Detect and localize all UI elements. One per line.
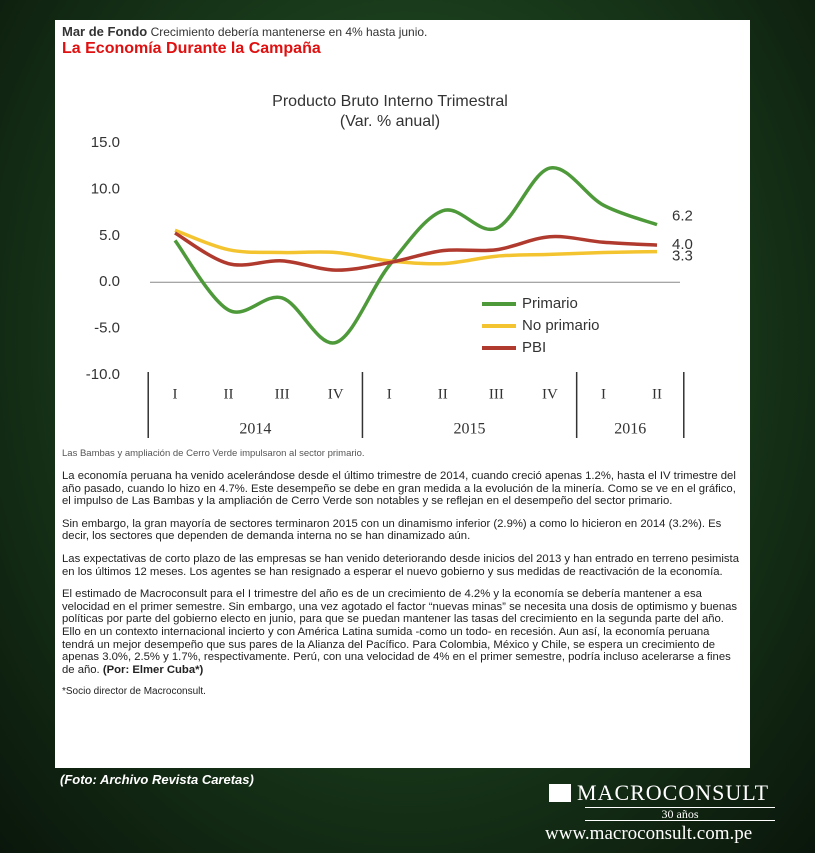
x-tick-label: II xyxy=(438,386,448,402)
subtitle: Crecimiento debería mantenerse en 4% has… xyxy=(150,25,428,39)
logo-url: www.macroconsult.com.pe xyxy=(545,823,753,844)
paragraph-text: El estimado de Macroconsult para el I tr… xyxy=(62,588,738,676)
chart-title: Producto Bruto Interno Trimestral xyxy=(272,93,508,110)
chart-subtitle: (Var. % anual) xyxy=(340,113,440,130)
chart-source: Las Bambas y ampliación de Cerro Verde i… xyxy=(62,448,365,459)
article: La economía peruana ha venido acelerándo… xyxy=(62,470,740,709)
x-tick-label: I xyxy=(387,386,392,402)
y-tick-label: 15.0 xyxy=(91,134,120,151)
paragraph: Las expectativas de corto plazo de las e… xyxy=(62,552,739,578)
paragraph: El estimado de Macroconsult para el I tr… xyxy=(62,588,740,676)
logo-name: MACROCONSULT xyxy=(545,780,805,806)
y-tick-label: -10.0 xyxy=(86,366,120,383)
footnote: *Socio director de Macroconsult. xyxy=(62,686,206,698)
x-tick-label: III xyxy=(275,386,290,402)
legend-label: PBI xyxy=(522,339,546,356)
value-label: 6.2 xyxy=(672,208,693,225)
paragraph: Sin embargo, la gran mayoría de sectores… xyxy=(62,517,722,543)
byline: (Por: Elmer Cuba*) xyxy=(102,663,204,676)
panel xyxy=(55,20,750,768)
paragraph: La economía peruana ha venido acelerándo… xyxy=(62,470,736,508)
x-tick-label: IV xyxy=(542,386,558,402)
logo: MACROCONSULT 30 años www.macroconsult.co… xyxy=(545,780,805,845)
logo-tagline: 30 años xyxy=(585,807,775,821)
line xyxy=(174,228,658,266)
y-tick-label: 0.0 xyxy=(99,273,120,290)
x-group-label: 2015 xyxy=(454,421,486,438)
section: Mar de Fondo xyxy=(62,24,148,39)
y-tick-label: 5.0 xyxy=(99,227,120,244)
x-tick-label: IV xyxy=(328,386,344,402)
y-tick-label: -5.0 xyxy=(94,320,120,337)
x-tick-label: II xyxy=(224,386,234,402)
line xyxy=(173,166,658,345)
value-label: 3.3 xyxy=(672,248,693,265)
value-label: 4.0 xyxy=(672,236,693,253)
x-tick-label: II xyxy=(652,386,662,402)
x-group-label: 2016 xyxy=(614,421,646,438)
x-tick-label: III xyxy=(489,386,504,402)
line xyxy=(174,231,658,272)
y-tick-label: 10.0 xyxy=(91,180,120,197)
header: Mar de Fondo Crecimiento debería mantene… xyxy=(62,24,427,39)
headline: La Economía Durante la Campaña xyxy=(62,40,321,57)
x-tick-label: I xyxy=(601,386,606,402)
legend-label: No primario xyxy=(522,317,600,334)
x-group-label: 2014 xyxy=(239,421,271,438)
legend-label: Primario xyxy=(522,295,578,312)
photo-caption: (Foto: Archivo Revista Caretas) xyxy=(60,772,254,787)
x-tick-label: I xyxy=(173,386,178,402)
